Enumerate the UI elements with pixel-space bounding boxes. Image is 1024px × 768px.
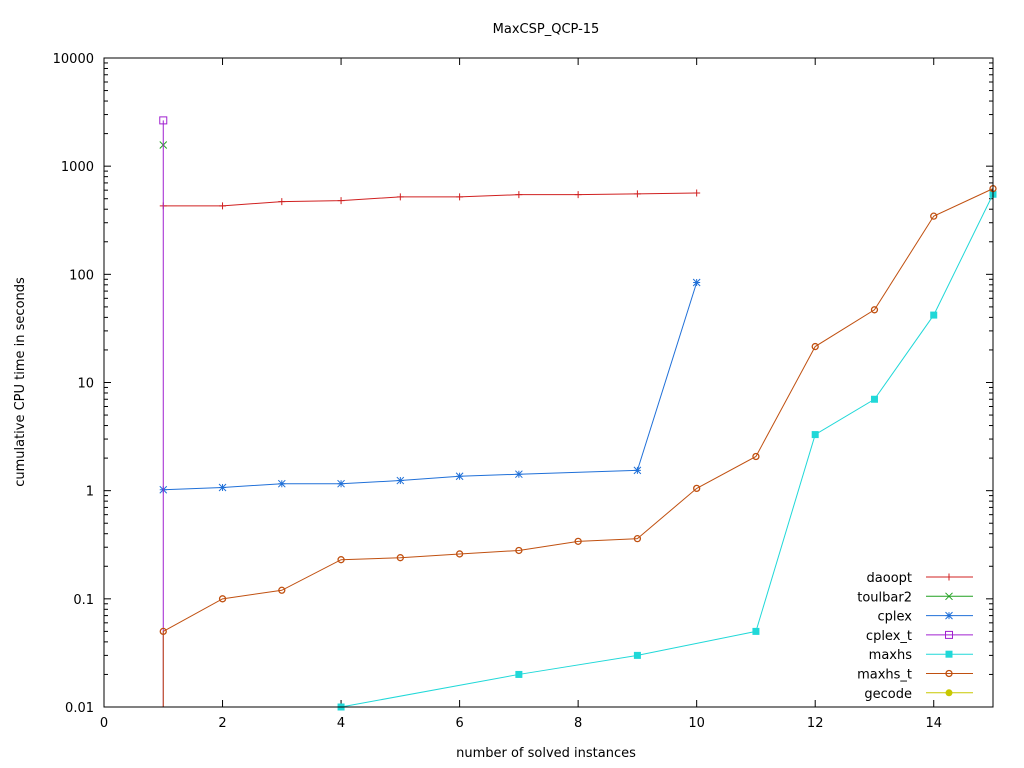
data-point-daoopt: [693, 189, 701, 197]
data-point-cplex: [515, 470, 523, 479]
data-point-maxhs_t: [870, 306, 879, 314]
series-line-maxhs: [340, 194, 994, 708]
data-point-daoopt: [515, 191, 523, 199]
series-cplex_t: [159, 116, 168, 707]
x-tick-label: 4: [337, 716, 345, 731]
data-point-daoopt: [456, 193, 464, 201]
data-point-maxhs_t: [752, 452, 760, 461]
y-tick-label: 100: [69, 268, 94, 283]
legend-marker-toulbar2: [945, 592, 953, 601]
x-tick-label: 2: [218, 716, 226, 731]
legend-marker-daoopt: [945, 573, 953, 581]
data-point-cplex: [692, 278, 701, 287]
legend-marker-maxhs: [945, 650, 953, 658]
data-point-maxhs: [633, 651, 641, 659]
data-point-maxhs_t: [159, 627, 167, 636]
plot-border: [103, 57, 994, 708]
x-tick-label: 10: [688, 716, 705, 731]
data-point-maxhs_t: [515, 546, 523, 555]
data-point-cplex: [396, 476, 405, 485]
legend-label-gecode: gecode: [864, 687, 912, 702]
y-axis-label: cumulative CPU time in seconds: [13, 277, 28, 487]
legend-marker-gecode: [945, 689, 953, 697]
data-point-cplex: [455, 472, 464, 481]
data-point-daoopt: [396, 193, 404, 201]
legend-label-cplex: cplex: [878, 610, 913, 625]
data-point-daoopt: [574, 191, 582, 199]
legend-label-cplex_t: cplex_t: [866, 629, 912, 644]
plot-area: [159, 116, 997, 711]
data-point-maxhs_t: [218, 595, 227, 603]
data-point-daoopt: [278, 198, 286, 206]
legend-label-maxhs: maxhs: [869, 648, 913, 663]
series-maxhs_t: [159, 184, 997, 707]
data-point-cplex: [277, 479, 286, 488]
chart-title: MaxCSP_QCP-15: [493, 22, 600, 37]
data-point-maxhs_t: [278, 586, 286, 594]
y-tick-label: 10000: [53, 52, 94, 67]
x-tick-label: 6: [455, 716, 463, 731]
y-tick-label: 0.1: [73, 593, 94, 608]
x-tick-label: 14: [925, 716, 942, 731]
data-point-maxhs: [752, 627, 760, 635]
x-axis-label: number of solved instances: [456, 746, 636, 761]
x-tick-label: 8: [574, 716, 582, 731]
data-point-daoopt: [337, 197, 345, 205]
data-point-maxhs_t: [455, 550, 464, 558]
y-tick-label: 10: [77, 377, 94, 392]
data-point-maxhs: [930, 311, 938, 319]
data-point-daoopt: [633, 190, 641, 198]
y-tick-label: 1: [86, 485, 94, 500]
series-daoopt: [159, 189, 701, 210]
x-tick-label: 12: [807, 716, 824, 731]
data-point-daoopt: [219, 202, 227, 210]
data-point-maxhs_t: [811, 342, 819, 351]
data-point-cplex_t: [159, 116, 168, 125]
data-point-cplex: [633, 466, 642, 475]
data-point-maxhs_t: [693, 484, 701, 493]
data-point-maxhs_t: [633, 535, 642, 543]
y-tick-label: 1000: [61, 160, 94, 175]
data-point-maxhs: [811, 431, 819, 439]
x-tick-label: 0: [100, 716, 108, 731]
data-point-maxhs_t: [574, 537, 582, 545]
legend-marker-maxhs_t: [945, 669, 953, 678]
data-point-cplex: [337, 479, 345, 488]
series-line-maxhs_t: [162, 188, 994, 707]
series-line-cplex: [163, 282, 698, 491]
data-point-maxhs: [515, 670, 523, 678]
series-line-daoopt: [163, 192, 697, 207]
legend-label-daoopt: daoopt: [867, 571, 912, 586]
axes: 0 2 4 6 8 10 12 14 0.01 0.1 1 10 100 1000 10000: [53, 52, 993, 731]
y-tick-label: 0.01: [65, 701, 94, 716]
data-point-maxhs_t: [337, 556, 345, 564]
legend-label-maxhs_t: maxhs_t: [857, 668, 912, 683]
legend-label-toulbar2: toulbar2: [857, 590, 912, 605]
data-point-maxhs: [870, 395, 878, 403]
legend-marker-cplex: [945, 611, 953, 620]
data-point-maxhs_t: [396, 554, 404, 562]
legend-marker-cplex_t: [945, 630, 953, 639]
data-point-maxhs_t: [930, 212, 938, 220]
series-cplex: [159, 278, 701, 494]
data-point-cplex: [218, 483, 227, 492]
